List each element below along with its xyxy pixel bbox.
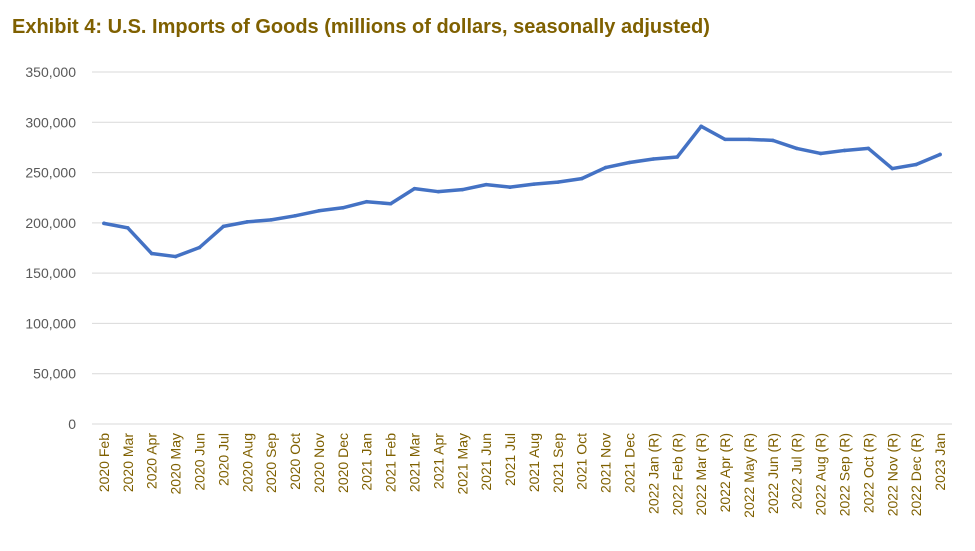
- x-tick-label: 2020 Jun: [192, 433, 208, 491]
- x-tick-label: 2021 Mar: [407, 433, 423, 492]
- x-tick-label: 2021 Nov: [598, 433, 614, 493]
- x-tick-label: 2022 Jun (R): [765, 433, 781, 514]
- data-point: [508, 185, 512, 189]
- data-point: [866, 146, 871, 151]
- x-tick-label: 2022 Jul (R): [789, 433, 805, 509]
- y-tick-label: 50,000: [33, 366, 76, 382]
- data-point: [412, 186, 417, 191]
- data-point: [173, 254, 178, 259]
- data-point: [102, 221, 106, 226]
- y-tick-label: 300,000: [25, 114, 76, 130]
- data-point: [149, 251, 154, 256]
- x-tick-label: 2021 Jul: [502, 433, 518, 486]
- x-tick-label: 2020 Nov: [311, 433, 327, 493]
- data-point: [818, 151, 823, 156]
- data-point: [221, 224, 226, 229]
- data-point: [699, 124, 703, 129]
- x-tick-label: 2021 Dec: [622, 433, 638, 493]
- data-point: [245, 220, 250, 224]
- x-tick-label: 2022 Oct (R): [860, 433, 876, 513]
- x-tick-label: 2020 May: [168, 433, 184, 494]
- data-point: [675, 155, 680, 159]
- y-tick-label: 350,000: [25, 64, 76, 80]
- y-tick-label: 200,000: [25, 215, 76, 231]
- x-tick-label: 2021 Jun: [478, 433, 494, 491]
- data-point: [532, 182, 536, 186]
- x-tick-label: 2020 Dec: [335, 433, 351, 493]
- x-tick-label: 2021 Oct: [574, 433, 590, 490]
- data-point: [914, 162, 918, 167]
- chart-title: Exhibit 4: U.S. Imports of Goods (millio…: [12, 16, 710, 38]
- x-tick-label: 2022 Aug (R): [813, 433, 829, 516]
- data-point: [842, 148, 847, 153]
- x-tick-label: 2020 Sep: [263, 433, 279, 493]
- data-point: [747, 137, 751, 142]
- data-point: [771, 138, 775, 143]
- x-tick-label: 2020 Aug: [239, 433, 255, 492]
- x-tick-label: 2021 May: [454, 433, 470, 494]
- data-point: [341, 205, 345, 210]
- data-point: [293, 214, 297, 218]
- x-tick-label: 2022 Jan (R): [645, 433, 661, 514]
- x-tick-label: 2020 Feb: [96, 433, 112, 492]
- data-point: [603, 165, 608, 170]
- x-tick-label: 2020 Apr: [144, 433, 160, 489]
- data-point: [627, 160, 632, 165]
- x-tick-label: 2021 Jan: [359, 433, 375, 491]
- data-point: [890, 166, 895, 171]
- data-point: [484, 182, 488, 187]
- data-point: [388, 201, 393, 206]
- data-point: [317, 208, 321, 213]
- x-tick-label: 2021 Apr: [430, 433, 446, 489]
- data-point: [651, 157, 656, 161]
- data-point: [938, 152, 942, 157]
- y-tick-label: 250,000: [25, 165, 76, 181]
- data-point: [436, 189, 441, 194]
- x-tick-label: 2022 Apr (R): [717, 433, 733, 512]
- x-tick-label: 2020 Mar: [120, 433, 136, 492]
- data-point: [794, 146, 799, 151]
- x-tick-label: 2022 Dec (R): [908, 433, 924, 516]
- x-tick-label: 2020 Oct: [287, 433, 303, 490]
- x-tick-label: 2022 Feb (R): [669, 433, 685, 515]
- data-point: [126, 226, 130, 230]
- y-tick-label: 0: [68, 416, 76, 432]
- x-tick-label: 2022 May (R): [741, 433, 757, 518]
- data-point: [197, 245, 202, 250]
- series-line: [102, 124, 942, 259]
- x-tick-label: 2023 Jan: [932, 433, 948, 491]
- x-tick-label: 2021 Feb: [383, 433, 399, 492]
- x-tick-label: 2022 Nov (R): [884, 433, 900, 516]
- data-point: [556, 180, 560, 184]
- data-point: [460, 187, 465, 192]
- y-tick-label: 100,000: [25, 315, 76, 331]
- x-tick-label: 2021 Aug: [526, 433, 542, 492]
- data-point: [269, 218, 273, 222]
- x-tick-label: 2020 Jul: [215, 433, 231, 486]
- x-tick-label: 2021 Sep: [550, 433, 566, 493]
- data-point: [364, 199, 369, 204]
- y-tick-label: 150,000: [25, 265, 76, 281]
- x-tick-label: 2022 Sep (R): [837, 433, 853, 516]
- x-tick-label: 2022 Mar (R): [693, 433, 709, 515]
- data-point: [579, 176, 584, 181]
- data-point: [723, 137, 727, 142]
